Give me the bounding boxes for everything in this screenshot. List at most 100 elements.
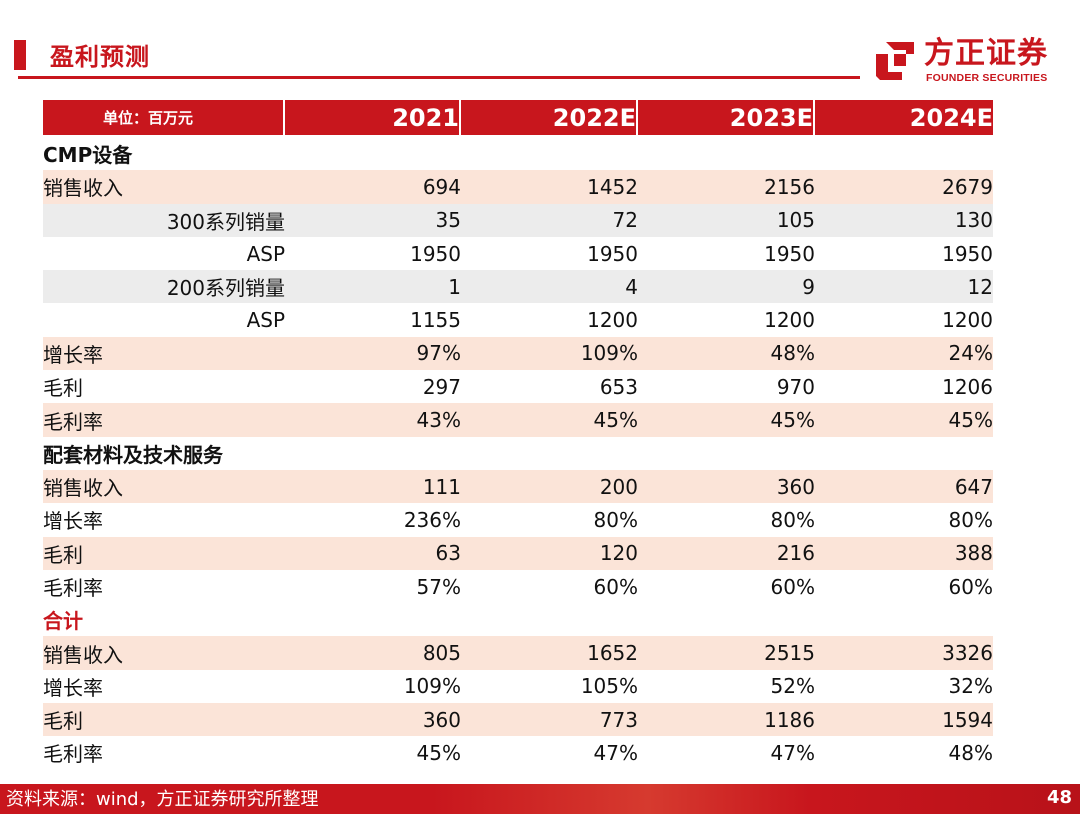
row-value — [815, 603, 993, 636]
row-value: 2156 — [764, 174, 815, 199]
row-value: 200 — [599, 474, 638, 499]
row-value: 43% — [416, 408, 461, 433]
row-value: 105% — [580, 674, 638, 699]
row-label: 合计 — [43, 609, 83, 634]
earnings-forecast-table: 单位：百万元 2021 2022E 2023E 2024E CMP设备销售收入 6… — [43, 100, 993, 770]
row-value: 1950 — [764, 241, 815, 266]
source-note: 资料来源：wind，方正证券研究所整理 — [6, 789, 319, 810]
row-value: 360 — [776, 474, 815, 499]
row-value: 57% — [416, 574, 461, 599]
row-value: 1950 — [942, 241, 993, 266]
row-value: 4 — [625, 274, 638, 299]
table-section-row: 合计 — [43, 603, 993, 636]
row-label: 毛利率 — [43, 409, 103, 434]
table-row: 毛利率 57% 60% 60% 60% — [43, 570, 993, 603]
logo-chinese-name: 方正证券 — [924, 36, 1048, 71]
row-value: 48% — [948, 740, 993, 765]
row-label: CMP设备 — [43, 143, 133, 168]
row-value: 653 — [599, 374, 638, 399]
row-value — [815, 437, 993, 470]
row-value: 60% — [593, 574, 638, 599]
row-value: 805 — [422, 641, 461, 666]
row-value: 35 — [435, 208, 461, 233]
row-label: 销售收入 — [43, 176, 123, 201]
row-label: 销售收入 — [43, 476, 123, 501]
page-number: 48 — [1046, 787, 1072, 808]
header-year-2024e: 2024E — [815, 100, 993, 135]
table-row: ASP 1155 1200 1200 1200 — [43, 303, 993, 336]
row-value: 1 — [448, 274, 461, 299]
company-logo: 方正证券 FOUNDER SECURITIES — [872, 36, 1062, 88]
row-value: 130 — [954, 208, 993, 233]
row-value: 694 — [422, 174, 461, 199]
row-value: 1950 — [587, 241, 638, 266]
table-row: 300系列销量 35 72 105 130 — [43, 203, 993, 237]
table-row: 毛利率 45% 47% 47% 48% — [43, 736, 993, 769]
row-value — [461, 437, 638, 470]
row-value: 63 — [435, 541, 461, 566]
row-value: 45% — [593, 408, 638, 433]
header-year-2022e: 2022E — [461, 100, 638, 135]
row-label: ASP — [246, 241, 285, 266]
row-value: 45% — [948, 408, 993, 433]
row-value — [815, 137, 993, 170]
row-label: 毛利 — [43, 709, 83, 734]
row-value: 47% — [770, 740, 815, 765]
row-label: 增长率 — [43, 342, 103, 367]
logo-english-name: FOUNDER SECURITIES — [926, 72, 1048, 84]
table-row: 200系列销量 1 4 9 12 — [43, 270, 993, 304]
row-value — [461, 603, 638, 636]
row-value: 2515 — [764, 641, 815, 666]
footer-bar: 资料来源：wind，方正证券研究所整理 48 — [0, 784, 1080, 814]
row-value: 1200 — [942, 308, 993, 333]
row-label: 毛利率 — [43, 742, 103, 767]
row-value: 80% — [948, 507, 993, 532]
row-label: 毛利 — [43, 542, 83, 567]
row-value: 297 — [422, 374, 461, 399]
row-value: 236% — [403, 507, 461, 532]
row-value: 1452 — [587, 174, 638, 199]
row-label: 毛利率 — [43, 576, 103, 600]
table-row: 销售收入 111 200 360 647 — [43, 469, 993, 504]
row-label: 200系列销量 — [166, 276, 285, 301]
table-row: 毛利 63 120 216 388 — [43, 536, 993, 570]
row-value — [638, 603, 815, 636]
row-value: 109% — [403, 674, 461, 699]
header-year-2023e: 2023E — [638, 100, 815, 135]
table-row: 毛利 360 773 1186 1594 — [43, 703, 993, 737]
table-row: 销售收入 805 1652 2515 3326 — [43, 636, 993, 670]
row-label: ASP — [246, 308, 285, 333]
row-value: 80% — [593, 507, 638, 532]
row-value: 1206 — [942, 374, 993, 399]
row-value: 80% — [770, 507, 815, 532]
row-value: 48% — [770, 341, 815, 366]
table-section-row: 配套材料及技术服务 — [43, 437, 993, 470]
row-label: 增长率 — [43, 509, 103, 534]
row-value: 47% — [593, 740, 638, 765]
footer-background — [0, 784, 1080, 814]
row-value: 1186 — [764, 707, 815, 732]
row-value: 1155 — [410, 308, 461, 333]
row-value: 1950 — [410, 241, 461, 266]
row-value: 12 — [967, 274, 993, 299]
table-row: 增长率 97% 109% 48% 24% — [43, 336, 993, 371]
row-value: 45% — [770, 408, 815, 433]
row-label: 销售收入 — [43, 642, 123, 667]
row-value: 111 — [422, 474, 461, 499]
row-value: 1200 — [587, 308, 638, 333]
row-value: 1200 — [764, 308, 815, 333]
table-body: CMP设备 销售收入 694 1452 2156 2679 300系列销量 35 72 105 13… — [43, 137, 993, 770]
title-underline — [18, 76, 860, 79]
row-label: 毛利 — [43, 376, 83, 401]
row-value: 120 — [599, 541, 638, 566]
row-value: 773 — [599, 707, 638, 732]
header-year-2021: 2021 — [285, 100, 461, 135]
row-value: 60% — [770, 574, 815, 599]
row-value — [461, 137, 638, 170]
row-value: 24% — [948, 341, 993, 366]
header-unit: 单位：百万元 — [43, 100, 285, 135]
row-value: 72 — [612, 208, 638, 233]
row-value — [285, 437, 461, 470]
row-value: 45% — [416, 740, 461, 765]
title-accent-bar — [14, 40, 26, 70]
